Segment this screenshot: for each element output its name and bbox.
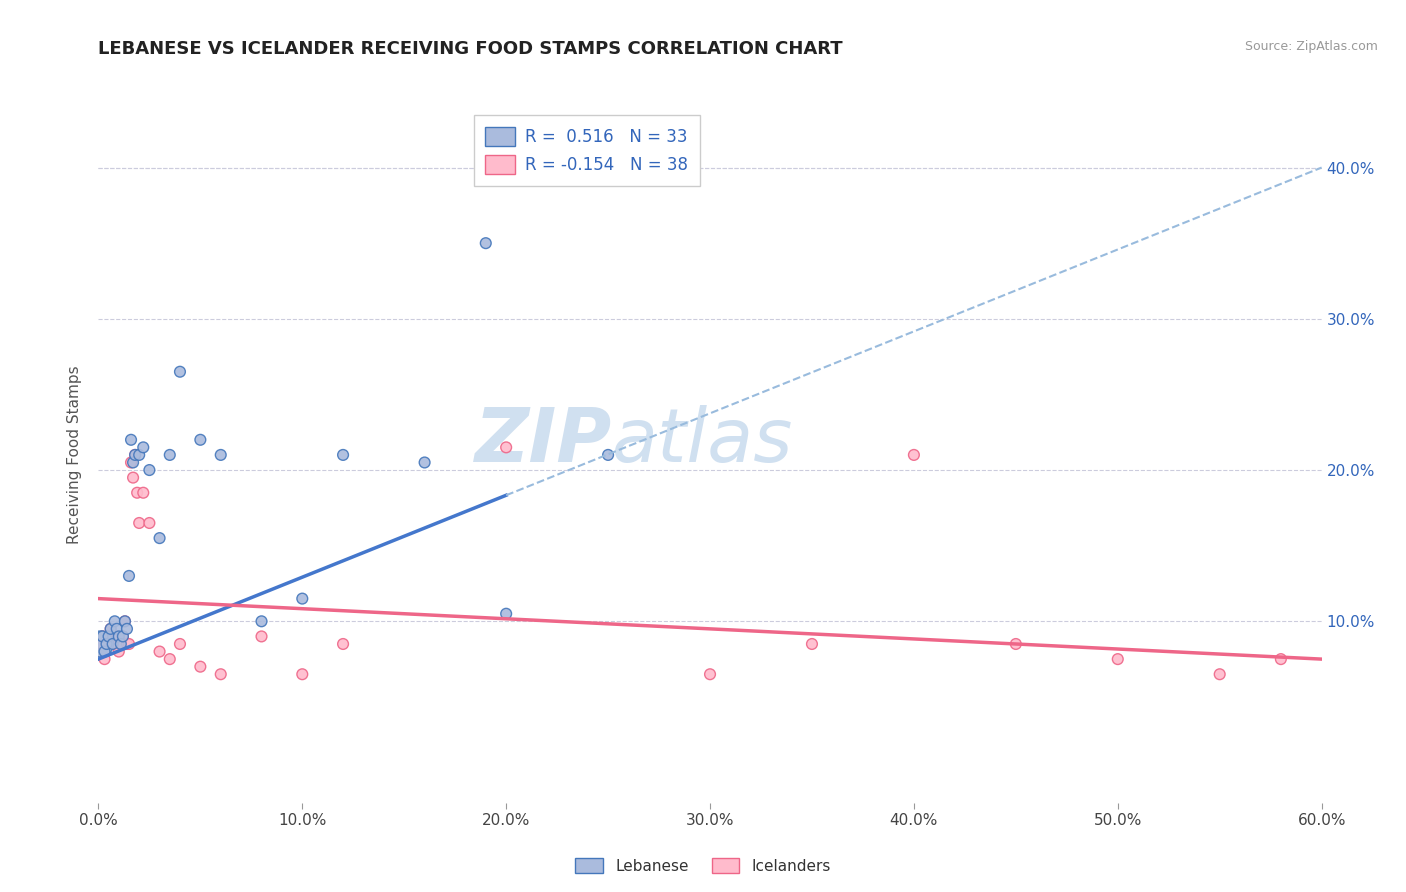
Point [132, 485, 155, 500]
Point [110, 637, 132, 651]
Point [138, 463, 160, 477]
Point [291, 591, 314, 606]
Point [122, 455, 145, 469]
Text: Source: ZipAtlas.com: Source: ZipAtlas.com [1244, 40, 1378, 54]
Point [105, 629, 128, 643]
Point [96, 637, 118, 651]
Text: LEBANESE VS ICELANDER RECEIVING FOOD STAMPS CORRELATION CHART: LEBANESE VS ICELANDER RECEIVING FOOD STA… [98, 40, 844, 58]
Point [1209, 667, 1232, 681]
Point [108, 629, 131, 643]
Point [89, 637, 111, 651]
Point [209, 448, 232, 462]
Point [188, 659, 212, 673]
Point [89, 637, 111, 651]
Point [1270, 652, 1292, 666]
Point [122, 470, 145, 484]
Point [96, 637, 118, 651]
Text: atlas: atlas [612, 405, 793, 477]
Point [332, 637, 354, 651]
Point [128, 448, 150, 462]
Point [110, 637, 132, 651]
Point [474, 236, 498, 251]
Point [104, 637, 127, 651]
Text: ZIP: ZIP [475, 404, 612, 477]
Point [124, 448, 146, 462]
Point [120, 433, 142, 447]
Point [495, 441, 517, 455]
Point [188, 433, 212, 447]
Point [138, 516, 160, 530]
Point [250, 629, 273, 643]
Point [120, 455, 142, 469]
Point [1004, 637, 1026, 651]
Point [124, 448, 146, 462]
Point [101, 629, 124, 643]
Point [801, 637, 824, 651]
Point [100, 622, 122, 636]
Point [903, 448, 925, 462]
Point [159, 652, 181, 666]
Point [115, 622, 138, 636]
Point [169, 365, 191, 379]
Legend: Lebanese, Icelanders: Lebanese, Icelanders [569, 852, 837, 880]
Point [332, 448, 354, 462]
Point [1107, 652, 1129, 666]
Point [114, 615, 136, 629]
Point [111, 629, 134, 643]
Point [91, 629, 114, 643]
Point [118, 637, 141, 651]
Point [93, 652, 115, 666]
Point [111, 629, 134, 643]
Point [699, 667, 721, 681]
Point [118, 569, 141, 583]
Point [209, 667, 232, 681]
Point [97, 629, 120, 643]
Point [101, 637, 124, 651]
Point [97, 629, 120, 643]
Point [93, 644, 115, 658]
Point [149, 644, 172, 658]
Point [128, 516, 150, 530]
Point [169, 637, 191, 651]
Point [127, 485, 149, 500]
Y-axis label: Receiving Food Stamps: Receiving Food Stamps [67, 366, 83, 544]
Point [114, 615, 136, 629]
Point [413, 455, 436, 469]
Point [108, 644, 131, 658]
Point [104, 615, 127, 629]
Point [105, 622, 128, 636]
Legend: R =  0.516   N = 33, R = -0.154   N = 38: R = 0.516 N = 33, R = -0.154 N = 38 [474, 115, 700, 186]
Point [91, 629, 114, 643]
Point [250, 615, 273, 629]
Point [100, 622, 122, 636]
Point [115, 637, 138, 651]
Point [291, 667, 314, 681]
Point [598, 448, 620, 462]
Point [495, 607, 517, 621]
Point [149, 531, 172, 545]
Point [132, 441, 155, 455]
Point [159, 448, 181, 462]
